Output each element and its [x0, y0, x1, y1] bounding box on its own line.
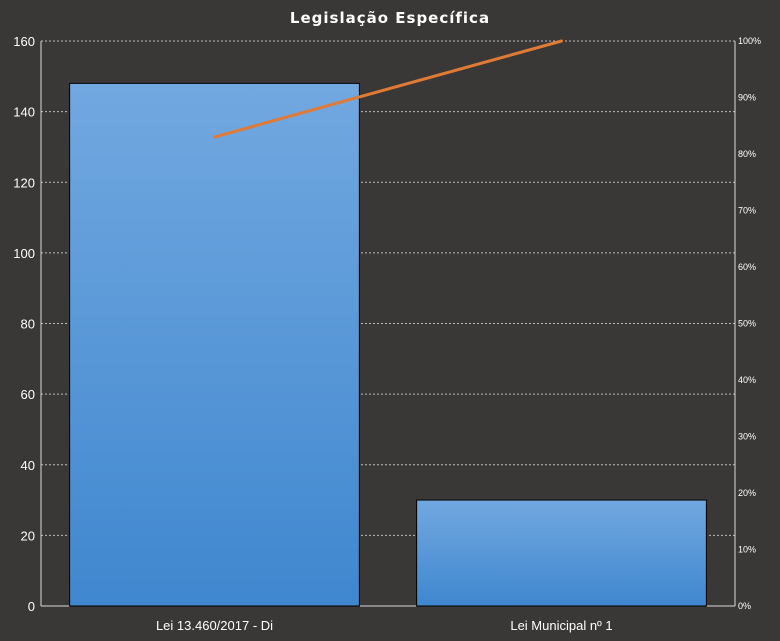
left-axis-ticks: 0 20 40 60 80 100 120 140 160 [13, 34, 35, 614]
cumulative-line [213, 39, 563, 139]
y-tick-label: 60 [21, 387, 35, 402]
y2-tick-label: 70% [738, 206, 756, 216]
y2-tick-label: 80% [738, 149, 756, 159]
y-tick-label: 20 [21, 528, 35, 543]
y2-tick-label: 30% [738, 432, 756, 442]
y-tick-label: 120 [13, 175, 35, 190]
bar [69, 82, 360, 607]
cumulative-line-path [213, 39, 563, 139]
y-tick-label: 100 [13, 246, 35, 261]
y-tick-label: 80 [21, 317, 35, 332]
y2-tick-label: 40% [738, 375, 756, 385]
y-tick-label: 160 [13, 34, 35, 49]
y2-tick-label: 90% [738, 93, 756, 103]
y2-tick-label: 50% [738, 319, 756, 329]
right-axis-ticks: 0% 10% 20% 30% 40% 50% 60% 70% 80% 90% 100% [738, 36, 761, 611]
bar [416, 499, 707, 607]
y-tick-label: 140 [13, 105, 35, 120]
x-category-label: Lei 13.460/2017 - Di [156, 618, 273, 633]
bars [69, 82, 707, 607]
y2-tick-label: 10% [738, 545, 756, 555]
y2-tick-label: 0% [738, 601, 751, 611]
y-tick-label: 40 [21, 458, 35, 473]
category-labels: Lei 13.460/2017 - Di Lei Municipal nº 1 [156, 618, 613, 633]
x-category-label: Lei Municipal nº 1 [510, 618, 612, 633]
y-tick-label: 0 [28, 599, 35, 614]
y2-tick-label: 60% [738, 262, 756, 272]
chart-title: Legislação Específica [290, 9, 490, 27]
y2-tick-label: 100% [738, 36, 761, 46]
y2-tick-label: 20% [738, 488, 756, 498]
